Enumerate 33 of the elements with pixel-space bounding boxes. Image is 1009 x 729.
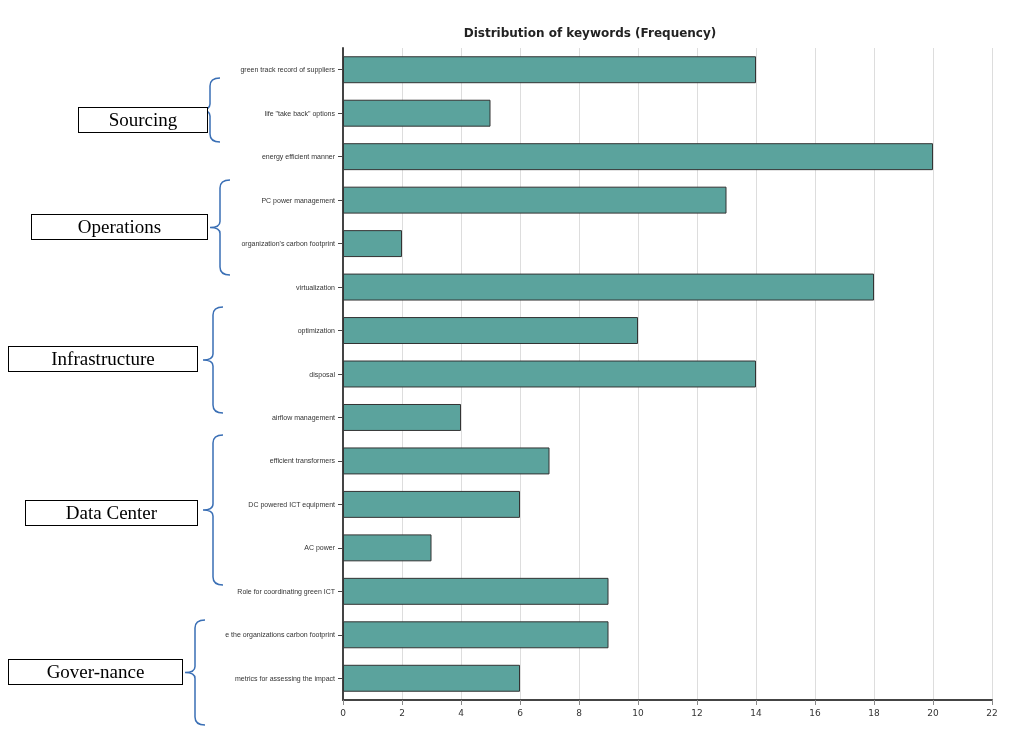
bar (343, 403, 461, 431)
bar (343, 273, 874, 301)
bar (343, 99, 491, 127)
bar (343, 143, 933, 171)
bar (343, 360, 756, 388)
x-tick-label: 16 (809, 707, 821, 718)
x-tick-label: 4 (458, 707, 465, 718)
x-tick-label: 14 (750, 707, 762, 718)
x-tick-label: 10 (632, 707, 644, 718)
bar (343, 56, 756, 84)
bar (343, 577, 609, 605)
bar (343, 621, 609, 649)
x-tick-label: 20 (927, 707, 939, 718)
bar (343, 230, 402, 258)
chart-title: Distribution of keywords (Frequency) (463, 26, 717, 40)
text: Operations (31, 214, 208, 240)
x-tick-label: 18 (868, 707, 880, 718)
x-tick-label: 22 (986, 707, 998, 718)
text: Data Center (25, 500, 198, 526)
text: Gover-nance (8, 659, 183, 685)
bar (343, 490, 520, 518)
x-tick-label: 2 (399, 707, 405, 718)
text: Infrastructure (8, 346, 198, 372)
x-tick-label: 0 (340, 707, 347, 718)
bar (343, 317, 638, 345)
x-tick-label: 8 (576, 707, 583, 718)
x-tick-label: 12 (691, 707, 703, 718)
bar (343, 664, 520, 692)
bar (343, 186, 727, 214)
bar (343, 447, 550, 475)
text: Sourcing (78, 107, 208, 133)
x-tick-label: 6 (517, 707, 524, 718)
bar (343, 534, 432, 562)
